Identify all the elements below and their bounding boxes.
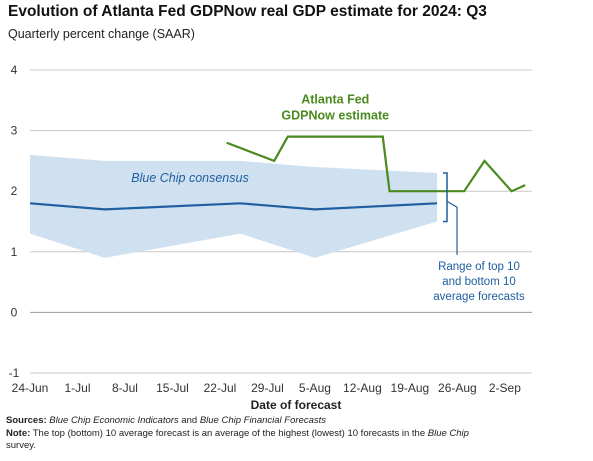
sources-line: Sources: Blue Chip Economic Indicators a… [6,415,586,428]
range-label-line: average forecasts [433,291,525,303]
y-tick-label: 2 [11,184,18,198]
range-label-line: and bottom 10 [442,276,516,288]
x-tick-label: 19-Aug [391,381,430,395]
x-axis-label: Date of forecast [251,398,342,412]
range-band-layer [30,154,438,258]
y-tick-label: -1 [9,366,20,380]
series-layer [29,135,526,211]
note-label: Note: [6,427,31,439]
blue-chip-consensus-line [29,202,438,211]
note-line: Note: The top (bottom) 10 average foreca… [6,428,586,453]
x-tick-label: 24-Jun [12,381,49,395]
range-leader-line [446,200,458,255]
note-italic: Blue Chip [427,427,469,439]
chart-title: Evolution of Atlanta Fed GDPNow real GDP… [8,3,487,20]
note-text: The top (bottom) 10 average forecast is … [32,427,426,439]
x-tick-label: 12-Aug [343,381,382,395]
y-tick-label: 0 [11,305,18,319]
range-bracket [443,172,448,223]
y-tick-label: 4 [11,63,18,77]
x-tick-label: 8-Jul [112,381,138,395]
sources-text-2: Blue Chip Financial Forecasts [199,415,327,426]
x-tick-label: 1-Jul [64,381,90,395]
chart-subtitle: Quarterly percent change (SAAR) [8,27,195,41]
y-tick-label: 1 [11,245,18,259]
x-tick-label: 15-Jul [156,381,189,395]
gdpnow-label-line: GDPNow estimate [281,108,389,122]
range-band [30,154,438,258]
note-end: survey. [6,440,36,451]
consensus-label: Blue Chip consensus [131,171,248,185]
gdpnow-estimate-line [226,135,526,193]
x-tick-label: 29-Jul [251,381,284,395]
x-tick-label: 5-Aug [299,381,331,395]
gdpnow-label-line: Atlanta Fed [301,92,369,106]
annotation-layer: Range of top 10 and bottom 10 average fore… [131,92,525,303]
sources-label: Sources: [6,415,47,426]
x-tick-label: 26-Aug [438,381,477,395]
y-tick-label: 3 [11,124,18,138]
sources-text-1: Blue Chip Economic Indicators [49,415,179,426]
gdp-line-chart: -1 0 1 2 3 4 24-Jun 1-Jul 8-Jul 15-Jul 22-Jul 29-Ju… [9,63,532,412]
range-label-line: Range of top 10 [438,261,520,273]
sources-and: and [178,415,200,426]
axis-layer: -1 0 1 2 3 4 24-Jun 1-Jul 8-Jul 15-Jul 22-Jul 29-Ju… [9,63,522,412]
x-tick-label: 2-Sep [489,381,521,395]
x-tick-label: 22-Jul [204,381,237,395]
chart-footer: Sources: Blue Chip Economic Indicators a… [6,415,586,453]
